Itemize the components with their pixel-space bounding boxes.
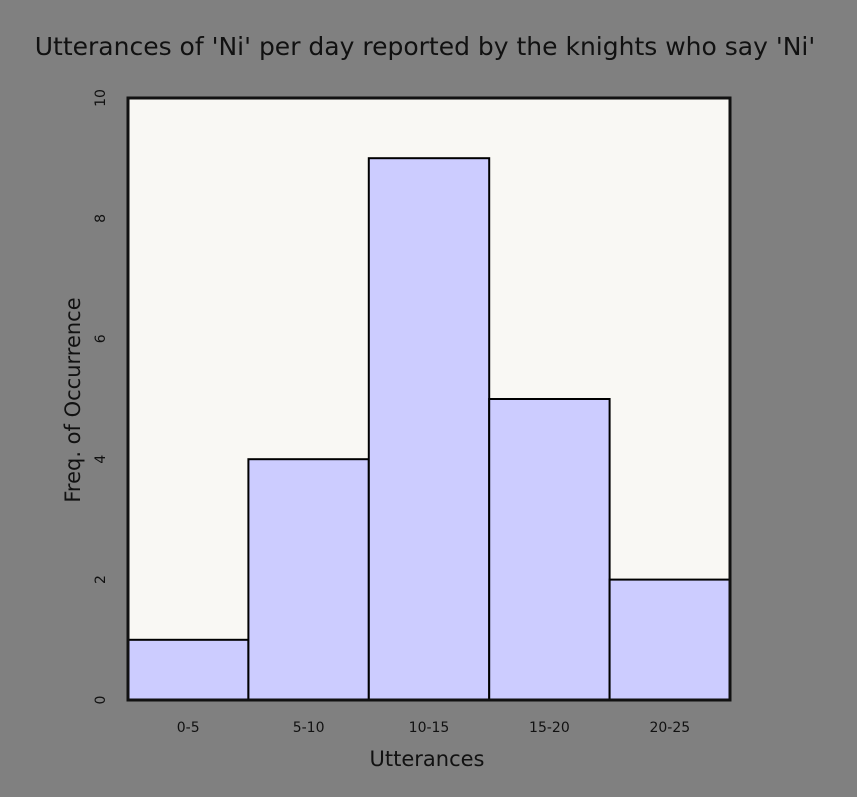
- plot-frame: [126, 96, 732, 702]
- bar-10-15: [367, 157, 491, 701]
- y-tick-label: 4: [93, 455, 109, 464]
- bar-15-20: [488, 398, 611, 701]
- chart-title: Utterances of 'Ni' per day reported by t…: [35, 32, 816, 61]
- x-tick-label: 10-15: [409, 720, 450, 736]
- bar-0-5: [127, 638, 250, 701]
- x-tick-label: 5-10: [293, 720, 325, 736]
- x-tick-label: 15-20: [529, 720, 570, 736]
- x-tick-label: 20-25: [649, 720, 690, 736]
- bars-group: [127, 157, 731, 702]
- y-tick-label: 2: [93, 575, 109, 584]
- y-tick-label: 8: [93, 214, 109, 223]
- y-axis-label: Freq. of Occurrence: [61, 297, 85, 502]
- bar-20-25: [608, 578, 731, 701]
- x-axis-label: Utterances: [370, 747, 485, 771]
- y-tick-label: 0: [93, 696, 109, 705]
- bar-5-10: [247, 458, 370, 702]
- x-tick-label: 0-5: [177, 720, 200, 736]
- y-tick-label: 10: [93, 89, 109, 107]
- x-axis-ticks: 0-5 5-10 10-15 15-20 20-25: [177, 720, 690, 736]
- y-tick-label: 6: [93, 334, 109, 343]
- y-axis-ticks: 0 2 4 6 8 10: [93, 89, 109, 704]
